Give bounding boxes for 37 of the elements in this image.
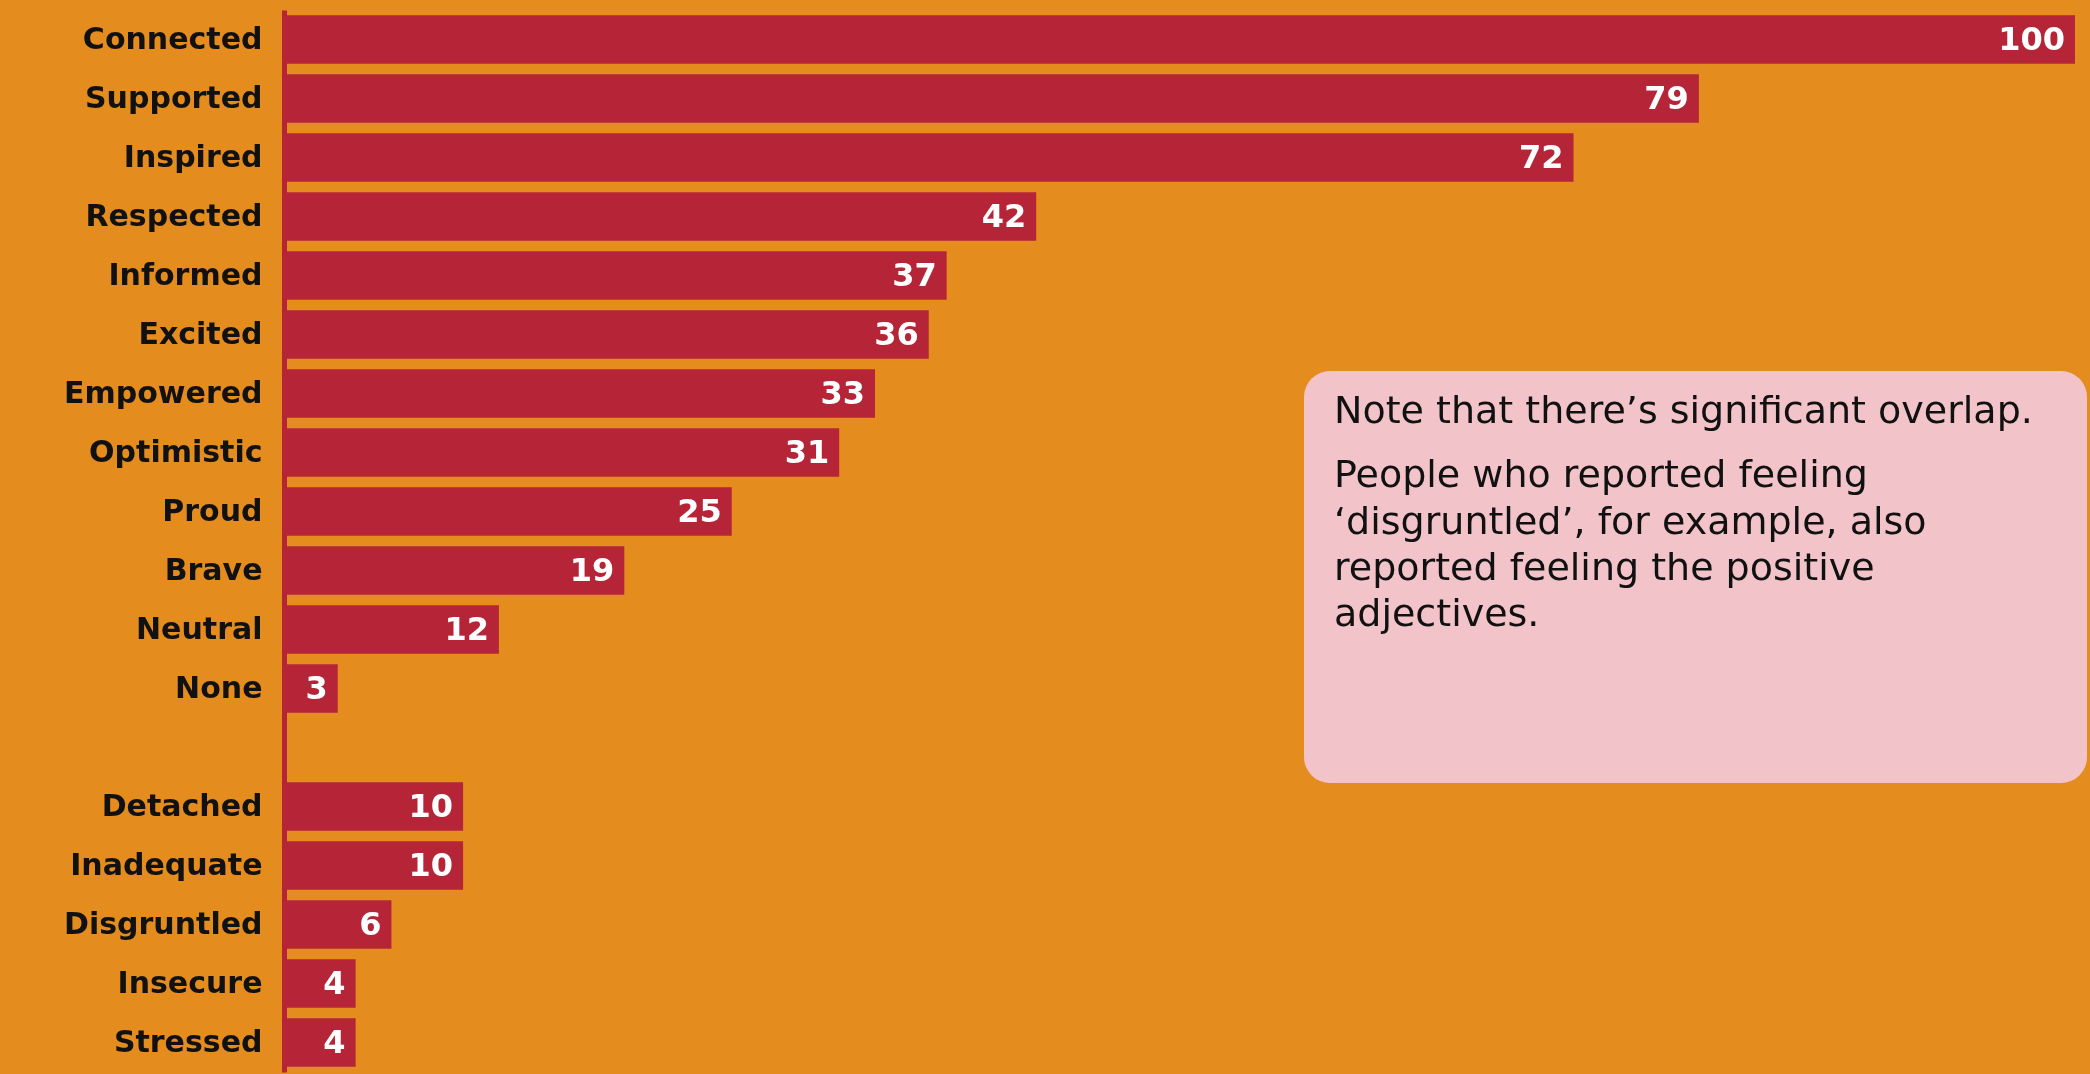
data-label: 79 — [1644, 78, 1689, 117]
y-tick-label: Inadequate — [70, 846, 263, 882]
data-label: 72 — [1518, 137, 1564, 176]
data-label: 31 — [784, 432, 830, 471]
y-tick-label: Insecure — [117, 964, 263, 1000]
data-label: 3 — [305, 668, 328, 707]
y-tick-label: Connected — [82, 20, 263, 56]
data-label: 36 — [874, 314, 919, 353]
y-tick-label: Detached — [101, 787, 263, 823]
y-tick-label: Optimistic — [89, 433, 263, 469]
data-label: 4 — [323, 1022, 346, 1061]
data-label: 100 — [1998, 19, 2065, 58]
data-label: 12 — [444, 609, 489, 648]
y-tick-label: Respected — [85, 197, 263, 233]
data-label: 6 — [359, 904, 382, 943]
y-tick-label: Informed — [108, 256, 263, 292]
data-label: 19 — [569, 550, 615, 589]
y-tick-label: Proud — [162, 492, 263, 528]
y-tick-label: Supported — [85, 79, 263, 115]
y-tick-label: Inspired — [123, 138, 263, 174]
y-tick-label: Neutral — [136, 610, 263, 646]
annotation: People who reported feeling ‘disgruntled’, for example, also reported feeling the positive adjectives. — [1334, 451, 1928, 637]
y-tick-label: Empowered — [63, 374, 263, 410]
data-label: 37 — [892, 255, 937, 294]
annotation: Note that there’s significant overlap. — [1334, 387, 2034, 434]
data-label: 10 — [408, 786, 454, 825]
data-label: 4 — [323, 963, 346, 1002]
y-tick-label: Stressed — [113, 1023, 263, 1059]
note-box: Note that there’s significant overlap. People who reported feeling ‘disgruntled’, for example, also reported feeling the positive adjectives. — [1304, 371, 2087, 783]
y-tick-label: None — [175, 669, 263, 705]
y-tick-label: Disgruntled — [64, 905, 263, 941]
data-label: 42 — [981, 196, 1027, 235]
y-tick-label: Brave — [164, 551, 263, 587]
y-tick-label: Excited — [138, 315, 263, 351]
data-label: 33 — [820, 373, 866, 412]
data-label: 10 — [408, 845, 454, 884]
data-label: 25 — [677, 491, 722, 530]
